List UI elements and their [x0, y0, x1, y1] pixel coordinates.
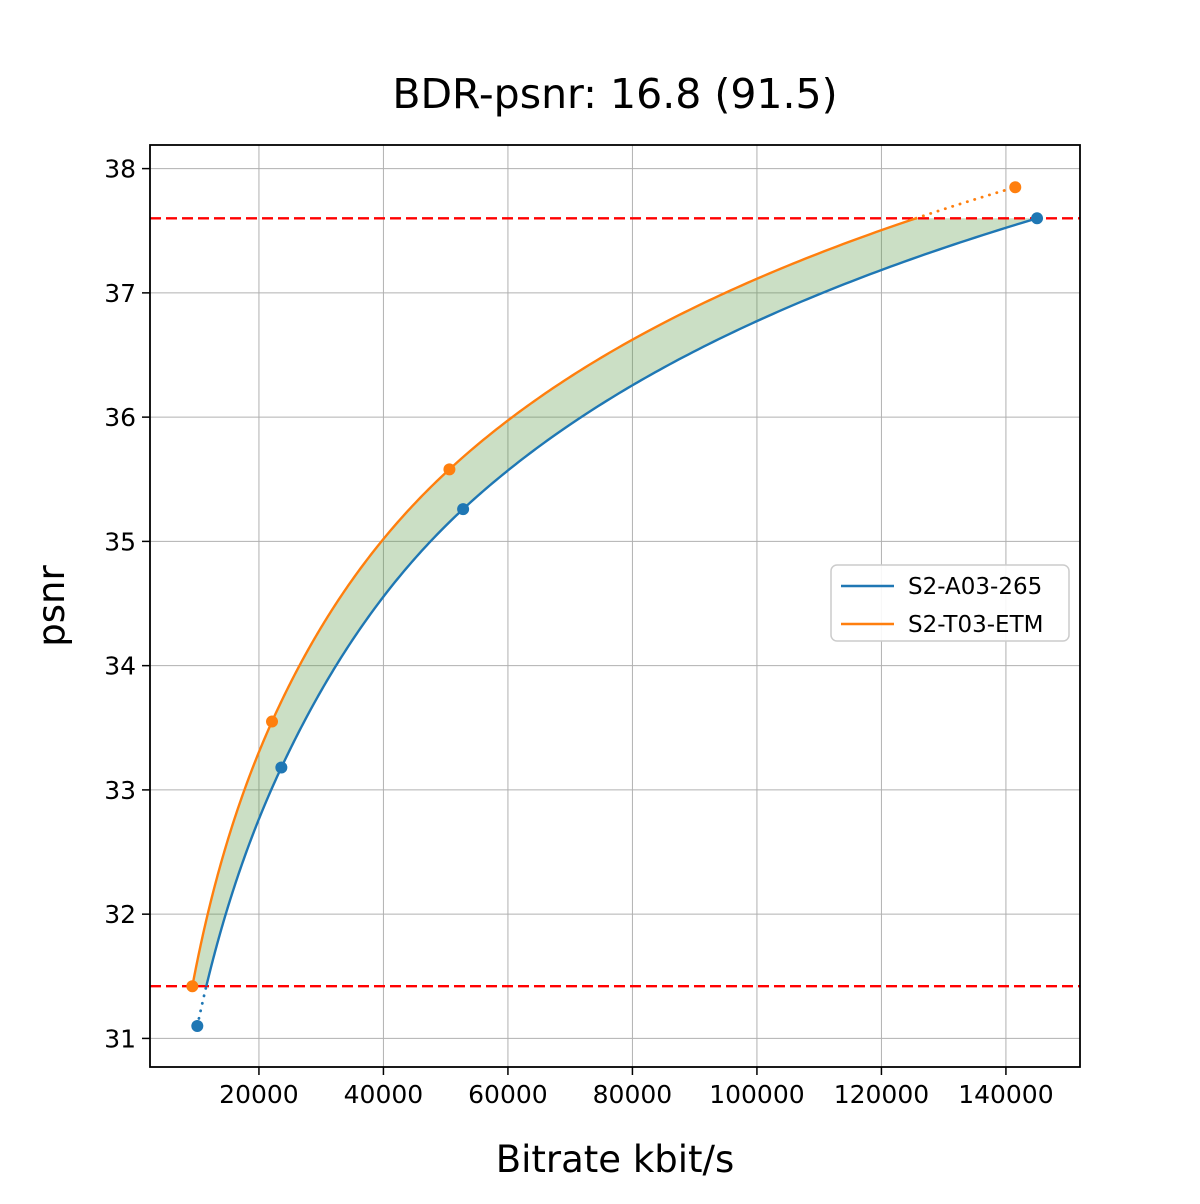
y-tick-label-36: 36 — [104, 403, 136, 432]
marker-s2-a03-265-1 — [275, 761, 288, 774]
x-tick-label-140000: 140000 — [958, 1080, 1053, 1109]
bd-overlap-fill — [192, 218, 1038, 987]
curve-dotted-s2-t03-etm — [914, 185, 1017, 220]
chart-title: BDR-psnr: 16.8 (91.5) — [392, 70, 837, 118]
x-axis-label: Bitrate kbit/s — [496, 1138, 735, 1181]
grid-layer — [150, 145, 1080, 1067]
x-tick-label-120000: 120000 — [834, 1080, 929, 1109]
x-tick-label-20000: 20000 — [219, 1080, 299, 1109]
x-tick-label-80000: 80000 — [593, 1080, 673, 1109]
marker-s2-a03-265-3 — [1031, 212, 1044, 225]
y-tick-label-35: 35 — [104, 527, 136, 556]
x-tick-label-40000: 40000 — [344, 1080, 424, 1109]
marker-s2-t03-etm-3 — [1009, 181, 1022, 194]
marker-s2-t03-etm-1 — [266, 715, 279, 728]
marker-s2-a03-265-0 — [191, 1019, 204, 1032]
y-tick-label-37: 37 — [104, 279, 136, 308]
marker-s2-a03-265-2 — [457, 503, 470, 516]
curve-s2-t03-etm — [191, 217, 917, 987]
y-tick-label-32: 32 — [104, 900, 136, 929]
curve-dotted-s2-a03-265 — [195, 984, 208, 1028]
x-tick-label-100000: 100000 — [709, 1080, 804, 1109]
legend-box — [830, 564, 1070, 642]
legend-label-s2-a03-265: S2-A03-265 — [908, 574, 1042, 600]
plot-layer — [150, 181, 1080, 1032]
axes-frame — [149, 144, 1081, 1068]
marker-s2-t03-etm-2 — [443, 463, 456, 476]
legend: S2-A03-265 S2-T03-ETM — [830, 564, 1070, 642]
legend-label-s2-t03-etm: S2-T03-ETM — [908, 612, 1043, 638]
curve-s2-a03-265 — [205, 217, 1038, 987]
y-axis-label: psnr — [30, 565, 73, 647]
y-tick-label-33: 33 — [104, 776, 136, 805]
y-tick-label-34: 34 — [104, 652, 136, 681]
y-tick-label-31: 31 — [104, 1024, 136, 1053]
tick-layer: 20000 40000 60000 80000 100000 120000 140000 31… — [104, 155, 1053, 1109]
y-tick-label-38: 38 — [104, 155, 136, 184]
x-tick-label-60000: 60000 — [468, 1080, 548, 1109]
marker-s2-t03-etm-0 — [186, 980, 199, 993]
